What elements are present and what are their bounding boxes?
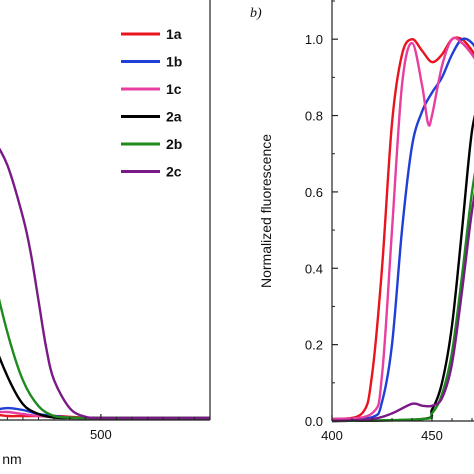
panel-b-y-tick-label: 0.0 [305, 414, 323, 429]
legend-label-2a: 2a [166, 109, 182, 125]
panel-b-series-2a-line [332, 114, 474, 423]
panel-b-x-tick-label: 400 [321, 428, 343, 443]
legend-label-2c: 2c [166, 164, 182, 180]
panel-b-series-2c-line [332, 190, 474, 423]
panel-b-y-tick-label: 0.6 [305, 185, 323, 200]
panel-a-x-axis-label: nm [2, 451, 21, 467]
panel-b-series-2b-line [332, 171, 474, 423]
panel-b-y-tick-label: 0.8 [305, 109, 323, 124]
panel-a-series-2c-line [0, 147, 210, 420]
panel-b-series-1b-line [332, 37, 474, 421]
panel-b-series-1a-line [332, 36, 474, 421]
legend-label-1c: 1c [166, 81, 182, 97]
legend-label-1b: 1b [166, 54, 182, 70]
panel-a: 500 nm 1a 1b 1c 2a 2b 2c [0, 0, 211, 467]
panel-b-y-axis-label: Normalized fluorescence [258, 134, 274, 288]
panel-a-series-2a-line [0, 355, 210, 420]
panel-b-series-1c-line [332, 36, 474, 421]
panel-b: 0.0 0.2 0.4 0.6 0.8 1.0 400 450 Normalized fluor… [250, 0, 474, 443]
panel-b-y-tick-label: 0.4 [305, 261, 323, 276]
legend-label-2b: 2b [166, 136, 182, 152]
panel-b-y-tick-label: 0.2 [305, 338, 323, 353]
legend-label-1a: 1a [166, 26, 182, 42]
panel-b-y-tick-label: 1.0 [305, 32, 323, 47]
panel-b-x-tick-label: 450 [421, 428, 443, 443]
panel-a-x-tick-label: 500 [90, 427, 112, 442]
panel-b-label: b) [250, 6, 262, 21]
